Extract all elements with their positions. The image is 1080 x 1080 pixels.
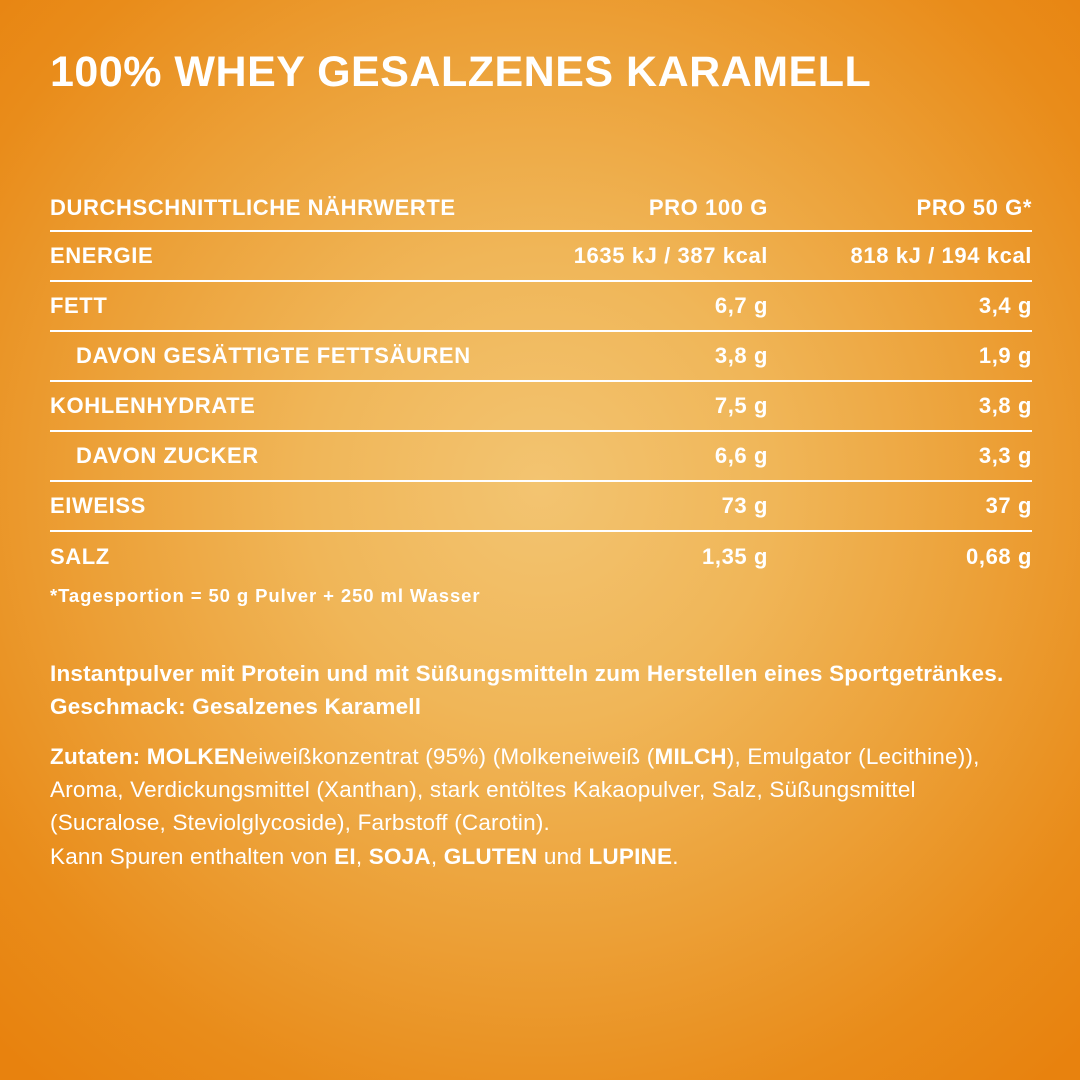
allergen-segment: EI [334,844,356,869]
row-per50: 818 kJ / 194 kcal [850,243,1032,268]
row-per50: 0,68 g [966,544,1032,569]
row-label: EIWEISS [50,493,146,518]
row-per50: 3,8 g [978,393,1032,418]
row-label: FETT [50,293,108,318]
allergen-segment: SOJA [368,844,431,869]
row-per100: 1635 kJ / 387 kcal [573,243,768,268]
page-title: 100% WHEY GESALZENES KARAMELL [50,48,872,96]
table-row-gesaettigte-fettsaeuren: DAVON GESÄTTIGTE FETTSÄUREN 3,8 g 1,9 g [50,332,1032,382]
allergen-segment: Kann Spuren enthalten von [50,844,335,869]
ingredients-segment: MILCH [654,744,727,769]
ingredients-segment: ), Emulgator (Lecithine)), Aroma, Verdic… [50,744,980,835]
allergen-notice: Kann Spuren enthalten von EI, SOJA, GLUT… [50,840,1035,873]
allergen-segment: GLUTEN [443,844,538,869]
row-per100: 7,5 g [714,393,768,418]
table-header-label: DURCHSCHNITTLICHE NÄHRWERTE [50,195,456,220]
table-row-energie: ENERGIE 1635 kJ / 387 kcal 818 kJ / 194 … [50,232,1032,282]
row-per50: 37 g [985,493,1032,518]
row-label: KOHLENHYDRATE [50,393,256,418]
product-description: Instantpulver mit Protein und mit Süßung… [50,661,1004,719]
row-per100: 3,8 g [714,343,768,368]
row-per50: 3,4 g [978,293,1032,318]
table-header-per50: PRO 50 G* [916,195,1032,220]
table-row-fett: FETT 6,7 g 3,4 g [50,282,1032,332]
row-label: DAVON GESÄTTIGTE FETTSÄUREN [76,343,471,368]
ingredients-segment: eiweißkonzentrat (95%) (Molkeneiweiß ( [245,744,655,769]
row-per100: 6,7 g [714,293,768,318]
row-per100: 1,35 g [702,544,768,569]
table-header-row: DURCHSCHNITTLICHE NÄHRWERTE PRO 100 G PR… [50,186,1032,232]
nutrition-table: DURCHSCHNITTLICHE NÄHRWERTE PRO 100 G PR… [50,186,1032,582]
allergen-segment: und [537,844,589,869]
ingredients-segment: Zutaten: [50,744,147,769]
row-label: DAVON ZUCKER [76,443,259,468]
allergen-segment: , [430,844,444,869]
table-row-eiweiss: EIWEISS 73 g 37 g [50,482,1032,532]
allergen-segment: LUPINE [588,844,673,869]
serving-footnote: *Tagesportion = 50 g Pulver + 250 ml Was… [50,585,481,606]
row-per50: 1,9 g [978,343,1032,368]
table-header-per100: PRO 100 G [648,195,768,220]
row-label: ENERGIE [50,243,154,268]
row-per100: 6,6 g [714,443,768,468]
ingredients-paragraph: Zutaten: MOLKENeiweißkonzentrat (95%) (M… [50,740,1035,839]
table-row-zucker: DAVON ZUCKER 6,6 g 3,3 g [50,432,1032,482]
allergen-segment: , [355,844,369,869]
table-row-salz: SALZ 1,35 g 0,68 g [50,532,1032,582]
ingredients-segment: MOLKEN [146,744,246,769]
allergen-segment: . [672,844,679,869]
row-per100: 73 g [721,493,768,518]
row-label: SALZ [50,544,110,569]
table-row-kohlenhydrate: KOHLENHYDRATE 7,5 g 3,8 g [50,382,1032,432]
row-per50: 3,3 g [978,443,1032,468]
